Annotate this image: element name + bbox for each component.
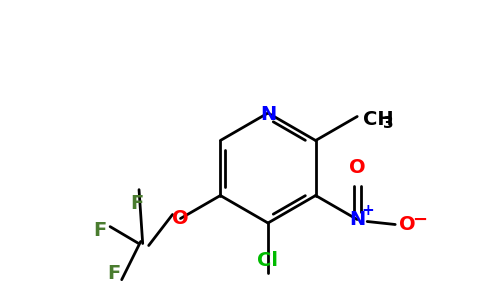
- Text: N: N: [260, 104, 276, 124]
- Text: F: F: [107, 264, 121, 283]
- Text: 3: 3: [383, 116, 394, 131]
- Text: Cl: Cl: [257, 251, 278, 271]
- Text: CH: CH: [363, 110, 394, 129]
- Text: −: −: [411, 211, 427, 229]
- Text: N: N: [349, 210, 365, 229]
- Text: O: O: [349, 158, 365, 177]
- Text: O: O: [399, 215, 415, 234]
- Text: O: O: [172, 209, 189, 228]
- Text: +: +: [362, 203, 375, 218]
- Text: F: F: [93, 221, 107, 240]
- Text: F: F: [130, 194, 144, 213]
